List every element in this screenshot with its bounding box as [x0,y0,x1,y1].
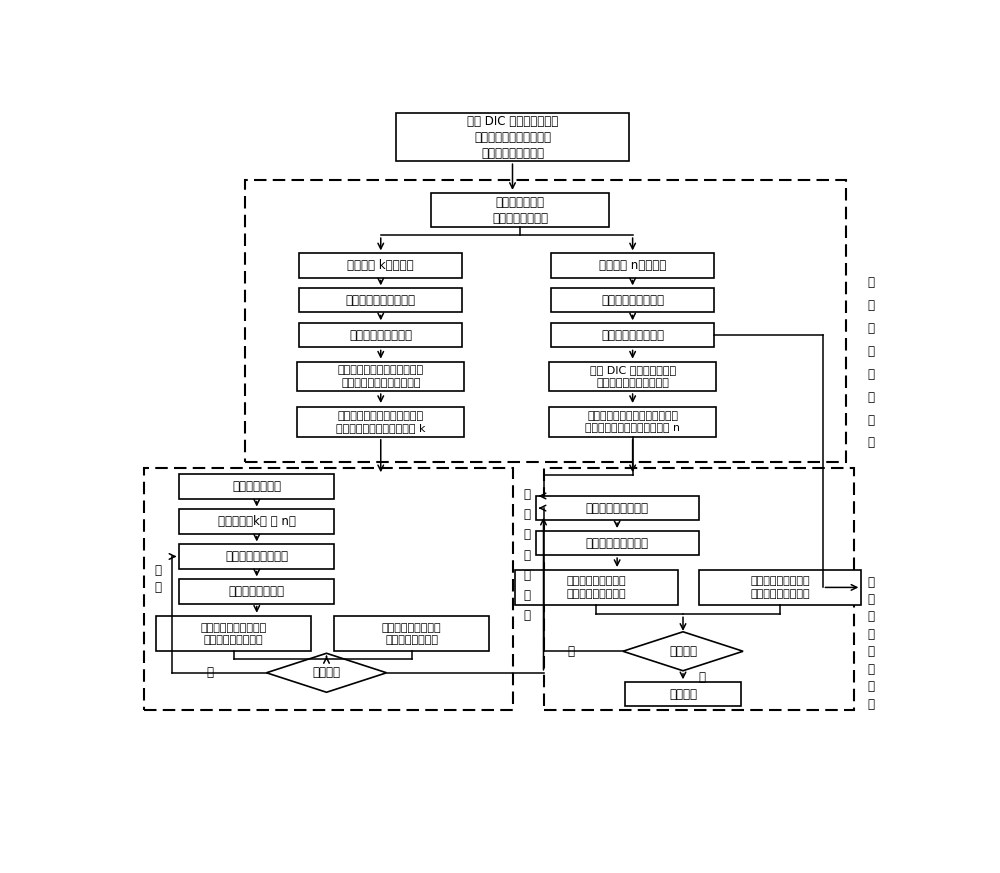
FancyBboxPatch shape [299,323,462,347]
Text: 焊缝硬度试验试件制备: 焊缝硬度试验试件制备 [346,294,416,307]
FancyBboxPatch shape [299,288,462,313]
FancyBboxPatch shape [396,113,629,162]
Text: 材: 材 [868,368,875,381]
Text: 模: 模 [523,589,530,602]
Text: 母材拉伸仿真实验: 母材拉伸仿真实验 [229,585,285,598]
Polygon shape [266,653,387,692]
Text: 基于 DIC 技术和硬度试验
的识别焊缝区域静态力学
材料参数的检测方法: 基于 DIC 技术和硬度试验 的识别焊缝区域静态力学 材料参数的检测方法 [467,114,558,160]
Text: 参: 参 [868,680,875,693]
FancyBboxPatch shape [334,616,489,651]
FancyBboxPatch shape [179,545,334,568]
Text: 缝: 缝 [868,345,875,358]
Text: 获得母材的k值 和 n值: 获得母材的k值 和 n值 [218,515,296,528]
Text: 获: 获 [868,277,875,289]
FancyBboxPatch shape [551,323,714,347]
Text: 料: 料 [868,391,875,403]
FancyBboxPatch shape [179,475,334,498]
Text: 是否精确: 是否精确 [669,645,697,657]
Text: 否: 否 [567,645,574,657]
Text: 利用 DIC 设备获得焊缝各
区域的实时全场主次应变: 利用 DIC 设备获得焊缝各 区域的实时全场主次应变 [590,365,676,388]
Text: 参: 参 [868,414,875,427]
Text: 获得拼焊板试件仿真
下的载荷－位移曲线: 获得拼焊板试件仿真 下的载荷－位移曲线 [566,576,626,599]
Text: 证: 证 [868,593,875,606]
Text: 获得母材拉伸实验下
的载荷－位移曲线: 获得母材拉伸实验下 的载荷－位移曲线 [382,622,442,645]
Text: 拼焊板拉伸试件制备: 拼焊板拉伸试件制备 [601,294,664,307]
FancyBboxPatch shape [549,407,716,436]
Text: 由推导出的塑性力学公式可以
得到焊缝各区域的强度系数 k: 由推导出的塑性力学公式可以 得到焊缝各区域的强度系数 k [336,411,426,433]
FancyBboxPatch shape [549,361,716,391]
FancyBboxPatch shape [536,496,698,520]
Text: 焊: 焊 [868,610,875,623]
FancyBboxPatch shape [625,682,741,706]
FancyBboxPatch shape [156,616,311,651]
FancyBboxPatch shape [179,580,334,603]
Text: 焊: 焊 [868,322,875,335]
Text: 缝: 缝 [868,628,875,641]
Text: 由推导出的塑性力学公式可以得
到焊缝各区域的应变硬化指数 n: 由推导出的塑性力学公式可以得 到焊缝各区域的应变硬化指数 n [585,411,680,433]
FancyBboxPatch shape [551,288,714,313]
Text: 有: 有 [523,528,530,541]
Text: 型: 型 [523,609,530,622]
Text: 修
正: 修 正 [154,564,161,594]
FancyBboxPatch shape [297,407,464,436]
FancyBboxPatch shape [536,531,698,555]
Text: 验: 验 [523,488,530,501]
Text: 硬化指数 n值的获取: 硬化指数 n值的获取 [599,259,666,272]
Text: 是: 是 [699,671,706,684]
Text: 拉伸实验有限元模型: 拉伸实验有限元模型 [586,502,649,514]
Text: 根据硬度值对焊缝进行分区，
并获得焊缝各区域的硬度值: 根据硬度值对焊缝进行分区， 并获得焊缝各区域的硬度值 [338,365,424,388]
FancyBboxPatch shape [299,253,462,278]
Text: 拉伸实验有限元模型: 拉伸实验有限元模型 [225,550,288,563]
Text: 获得拼焊板试件试验
下的载荷－位移曲线: 获得拼焊板试件试验 下的载荷－位移曲线 [750,576,810,599]
Text: 强度系数 k值的获取: 强度系数 k值的获取 [347,259,414,272]
Text: 获得母材拉伸仿真实验
下的载荷－位移曲线: 获得母材拉伸仿真实验 下的载荷－位移曲线 [200,622,267,645]
Text: 取: 取 [868,299,875,313]
Text: 母材的拉伸实验: 母材的拉伸实验 [232,480,281,493]
Text: 对试件进行拉伸试验: 对试件进行拉伸试验 [601,329,664,342]
Text: 对焊缝进行硬度试验: 对焊缝进行硬度试验 [349,329,412,342]
Text: 输出结果: 输出结果 [669,688,697,701]
Text: 限: 限 [523,548,530,561]
FancyBboxPatch shape [431,194,609,227]
FancyBboxPatch shape [515,570,678,605]
Text: 拼焊板拉伸仿真实验: 拼焊板拉伸仿真实验 [586,537,649,549]
Text: 焊缝材料符合幂
指数材料硬化模型: 焊缝材料符合幂 指数材料硬化模型 [492,196,548,224]
FancyBboxPatch shape [179,510,334,533]
Text: 料: 料 [868,663,875,676]
Polygon shape [623,632,743,670]
Text: 元: 元 [523,569,530,581]
FancyBboxPatch shape [551,253,714,278]
Text: 证: 证 [523,508,530,521]
FancyBboxPatch shape [297,361,464,391]
Text: 验: 验 [868,575,875,588]
Text: 数: 数 [868,436,875,450]
Text: 数: 数 [868,698,875,711]
Text: 材: 材 [868,645,875,658]
Text: 是否精确: 是否精确 [312,666,340,679]
FancyBboxPatch shape [698,570,861,605]
Text: 否: 否 [207,666,214,679]
